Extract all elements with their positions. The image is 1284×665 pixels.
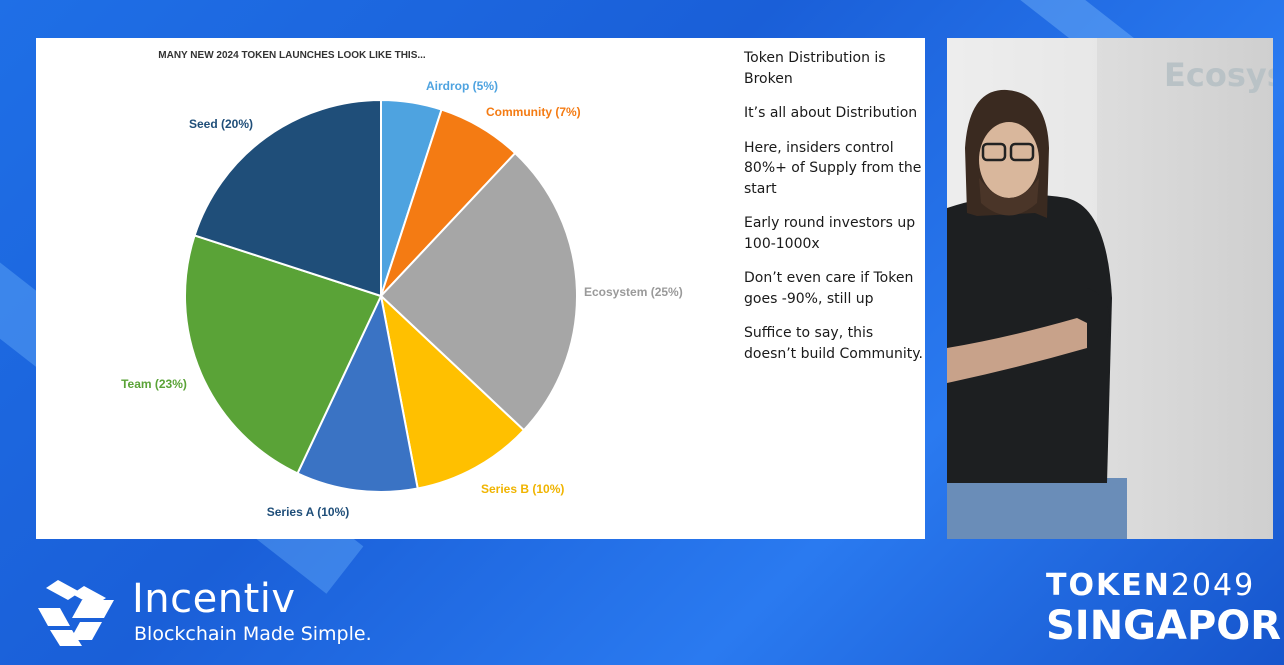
data-label-airdrop: Airdrop (5%): [426, 79, 498, 93]
pie-chart: Airdrop (5%) Community (7%) Ecosystem (25%…: [121, 79, 683, 519]
slice-series-a: [296, 292, 419, 493]
data-label-team: Team (23%): [121, 377, 187, 391]
speaker-video: Ecosys: [947, 38, 1273, 539]
bullet-point: Don’t even care if Token goes -90%, stil…: [744, 270, 914, 307]
bullet-list: Token Distribution is Broken It’s all ab…: [744, 48, 924, 378]
bullet-point: Early round investors up 100-1000x: [744, 215, 916, 252]
event-location: SINGAPORE: [1046, 603, 1284, 649]
incentiv-logo-icon: [38, 580, 114, 646]
data-label-ecosystem: Ecosystem (25%): [584, 285, 683, 299]
event-name-token: TOKEN: [1046, 568, 1171, 603]
data-label-series-b: Series B (10%): [481, 482, 564, 496]
bullet-point: Suffice to say, this doesn’t build Commu…: [744, 325, 923, 362]
bullet-point: It’s all about Distribution: [744, 105, 918, 121]
bullet-point: Token Distribution is Broken: [744, 50, 886, 87]
bullet-point: Here, insiders control 80%+ of Supply fr…: [744, 139, 922, 197]
chart-title: MANY NEW 2024 TOKEN LAUNCHES LOOK LIKE T…: [158, 50, 426, 61]
data-label-community: Community (7%): [486, 105, 581, 119]
video-background-text: Ecosys: [1164, 56, 1273, 94]
data-label-series-a: Series A (10%): [267, 505, 349, 519]
presentation-slide: MANY NEW 2024 TOKEN LAUNCHES LOOK LIKE T…: [36, 38, 925, 539]
speaker-figure: [947, 38, 1127, 539]
brand-tagline: Blockchain Made Simple.: [134, 623, 372, 645]
slice-ecosystem: [379, 151, 578, 432]
slice-series-b: [379, 293, 526, 490]
data-label-seed: Seed (20%): [189, 117, 253, 131]
slice-seed: [193, 98, 382, 298]
brand-name: Incentiv: [132, 576, 296, 622]
event-name: TOKEN2049: [1046, 568, 1255, 603]
event-name-year: 2049: [1170, 568, 1256, 603]
slice-team: [184, 234, 383, 475]
